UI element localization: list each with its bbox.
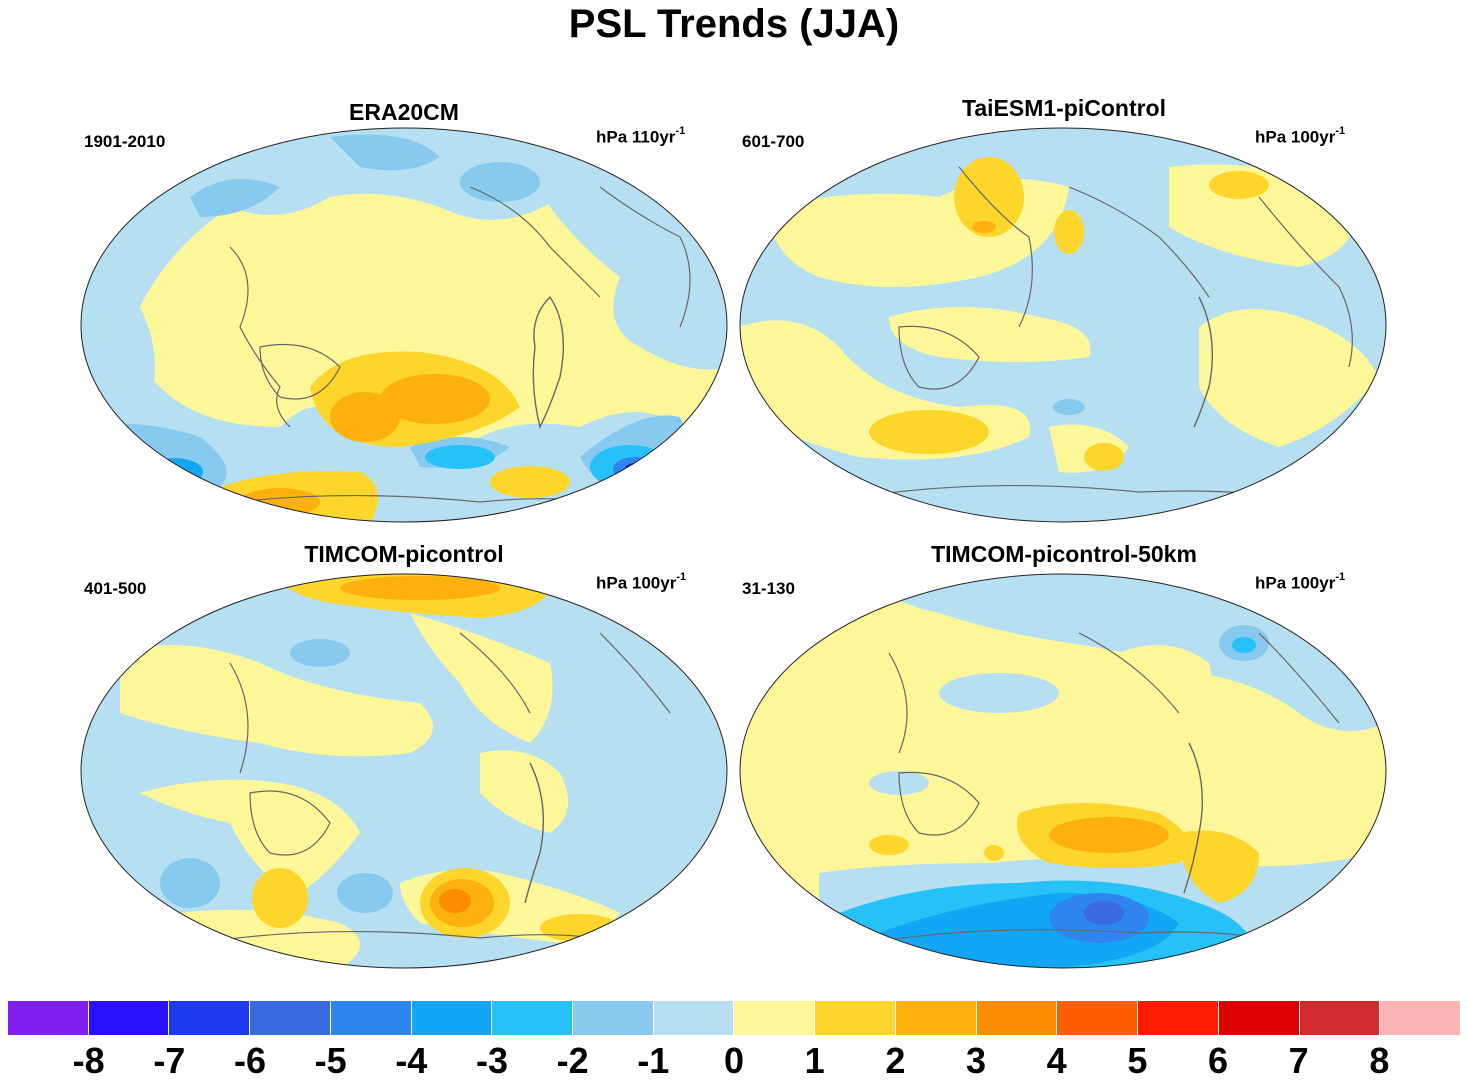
- colorbar-box: [492, 1001, 574, 1035]
- panel-title-timcom-50km: TIMCOM-picontrol-50km: [931, 541, 1197, 567]
- panel-period-timcom-50km: 31-130: [742, 579, 795, 598]
- colorbar-box: [976, 1001, 1058, 1035]
- panel-title-taiesm1: TaiESM1-piControl: [961, 95, 1166, 121]
- colorbar-tick-label: -8: [72, 1040, 105, 1081]
- panel-period-taiesm1: 601-700: [742, 132, 805, 151]
- map-timcom-picontrol: [80, 573, 728, 969]
- colorbar-box: [1057, 1001, 1139, 1035]
- colorbar-tick-label: 6: [1207, 1040, 1229, 1081]
- colorbar-box: [573, 1001, 654, 1035]
- colorbar-box: [250, 1001, 331, 1035]
- colorbar-box: [1218, 1001, 1300, 1035]
- colorbar-tick-label: -6: [233, 1040, 266, 1081]
- colorbar-tick-label: -3: [475, 1040, 508, 1081]
- colorbar-tick-label: -5: [314, 1040, 347, 1081]
- colorbar-tick-label: -7: [153, 1040, 186, 1081]
- colorbar-tick-label: -2: [556, 1040, 589, 1081]
- colorbar-tick-label: 2: [885, 1040, 906, 1081]
- panel-units-era20cm: hPa 110yr-1: [596, 125, 686, 147]
- colorbar-tick-label: 4: [1046, 1040, 1067, 1081]
- colorbar-box: [1380, 1001, 1460, 1035]
- map-timcom-picontrol-50km: [739, 573, 1387, 969]
- panel-units-timcom-50km: hPa 100yr-1: [1255, 571, 1346, 593]
- colorbar-box: [411, 1001, 493, 1035]
- colorbar-box: [1138, 1001, 1219, 1035]
- map-era20cm: [80, 127, 728, 523]
- colorbar-box: [815, 1001, 896, 1035]
- colorbar-tick-label: 0: [723, 1040, 745, 1081]
- figure-title: PSL Trends (JJA): [568, 2, 900, 46]
- colorbar-box: [895, 1001, 977, 1035]
- colorbar-tick-label: 8: [1369, 1040, 1390, 1081]
- colorbar-tick-label: -4: [395, 1040, 428, 1081]
- colorbar-tick-label: 5: [1127, 1040, 1148, 1081]
- panel-title-timcom: TIMCOM-picontrol: [304, 541, 504, 567]
- colorbar-box: [330, 1001, 412, 1035]
- colorbar-box: [1299, 1001, 1381, 1035]
- colorbar-box: [169, 1001, 251, 1035]
- panel-period-timcom: 401-500: [84, 579, 147, 598]
- colorbar-tick-label: 1: [804, 1040, 825, 1081]
- panel-period-era20cm: 1901-2010: [84, 132, 166, 151]
- panel-units-timcom: hPa 100yr-1: [596, 571, 687, 593]
- map-taiesm1-picontrol: [739, 127, 1387, 523]
- colorbar-tick-label: 3: [965, 1040, 987, 1081]
- colorbar-box: [734, 1001, 816, 1035]
- colorbar-tick-label: -1: [637, 1040, 670, 1081]
- panel-title-era20cm: ERA20CM: [349, 99, 459, 125]
- colorbar-tick-label: 7: [1288, 1040, 1309, 1081]
- colorbar-box: [653, 1001, 735, 1035]
- colorbar-box: [8, 1001, 89, 1035]
- panel-units-taiesm1: hPa 100yr-1: [1255, 125, 1346, 147]
- colorbar: [8, 1001, 1460, 1035]
- colorbar-box: [88, 1001, 170, 1035]
